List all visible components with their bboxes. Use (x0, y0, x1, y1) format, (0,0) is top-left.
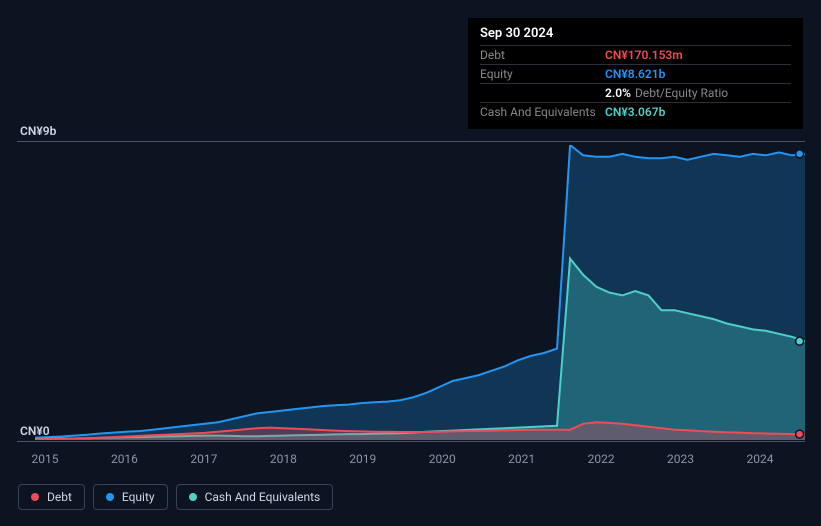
x-axis-label: 2021 (508, 452, 535, 466)
x-axis-label: 2023 (667, 452, 694, 466)
x-axis-label: 2019 (349, 452, 376, 466)
tooltip-row-secondary: Debt/Equity Ratio (635, 86, 728, 100)
legend-dot-icon (189, 493, 197, 501)
x-axis-label: 2016 (111, 452, 138, 466)
tooltip-row-label (480, 86, 605, 100)
tooltip-row-value: CN¥170.153m (605, 48, 683, 62)
legend-label: Cash And Equivalents (205, 490, 321, 504)
series-marker (796, 337, 804, 345)
tooltip-row: Cash And EquivalentsCN¥3.067b (480, 102, 791, 121)
axis-line-bottom (17, 441, 805, 442)
tooltip-row-label: Debt (480, 48, 605, 62)
x-axis-label: 2015 (32, 452, 59, 466)
y-axis-max-label: CN¥9b (20, 124, 56, 138)
chart-tooltip: Sep 30 2024 DebtCN¥170.153mEquityCN¥8.62… (468, 18, 803, 129)
legend-item-cash-and-equivalents[interactable]: Cash And Equivalents (176, 484, 334, 510)
x-axis-label: 2017 (190, 452, 217, 466)
legend-item-debt[interactable]: Debt (18, 484, 85, 510)
tooltip-row-label: Equity (480, 67, 605, 81)
tooltip-row-value: 2.0%Debt/Equity Ratio (605, 86, 728, 100)
tooltip-row-value: CN¥3.067b (605, 105, 665, 119)
tooltip-row: EquityCN¥8.621b (480, 64, 791, 83)
legend-item-equity[interactable]: Equity (93, 484, 168, 510)
series-marker (796, 430, 804, 438)
x-axis-label: 2024 (747, 452, 774, 466)
chart-legend: Debt Equity Cash And Equivalents (18, 484, 333, 510)
x-axis-label: 2022 (588, 452, 615, 466)
legend-label: Debt (47, 490, 72, 504)
tooltip-row: DebtCN¥170.153m (480, 45, 791, 64)
x-axis-label: 2020 (429, 452, 456, 466)
tooltip-row: 2.0%Debt/Equity Ratio (480, 83, 791, 102)
axis-line-top (17, 141, 805, 142)
series-marker (796, 150, 804, 158)
x-axis-label: 2018 (270, 452, 297, 466)
legend-dot-icon (106, 493, 114, 501)
legend-label: Equity (122, 490, 155, 504)
tooltip-row-value: CN¥8.621b (605, 67, 665, 81)
chart-plot-area (35, 145, 805, 440)
tooltip-row-label: Cash And Equivalents (480, 105, 605, 119)
tooltip-date: Sep 30 2024 (480, 26, 791, 41)
legend-dot-icon (31, 493, 39, 501)
